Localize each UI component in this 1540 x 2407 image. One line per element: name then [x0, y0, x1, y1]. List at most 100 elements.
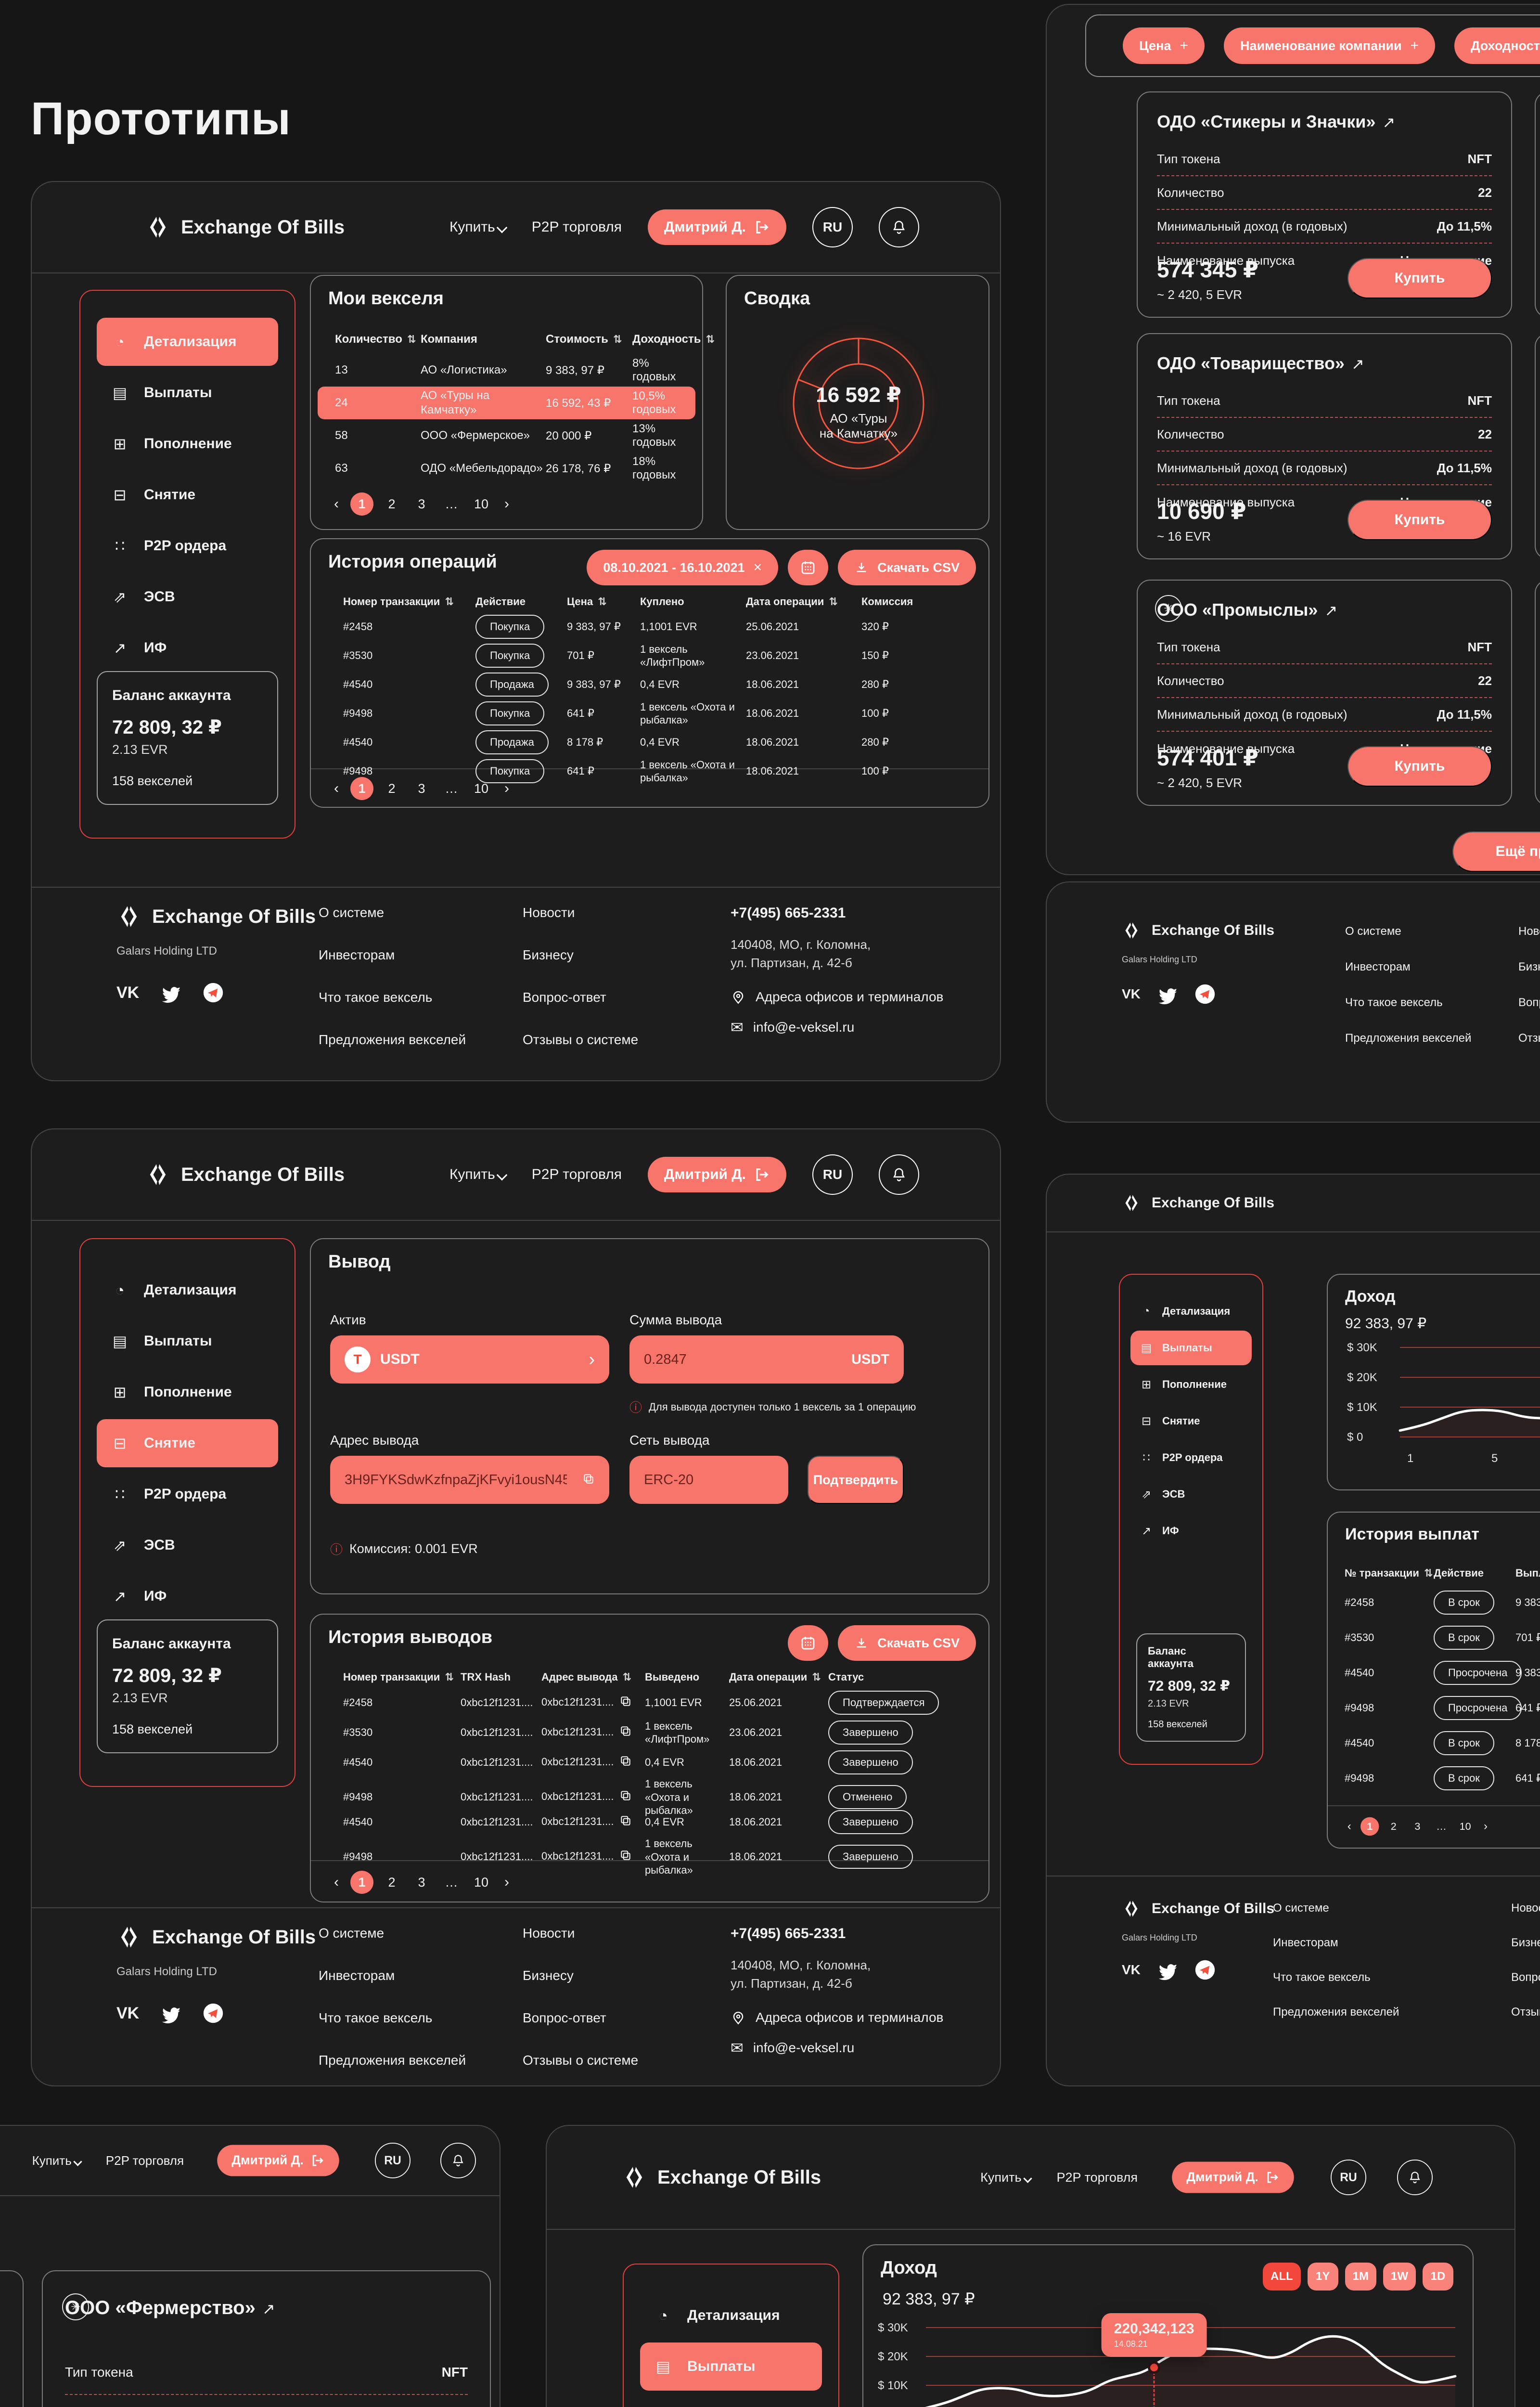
page-number[interactable]: 3: [418, 781, 425, 796]
notifications-button[interactable]: [1397, 2160, 1433, 2195]
page-number[interactable]: 3: [418, 1875, 425, 1889]
date-range-chip[interactable]: 08.10.2021 - 16.10.2021 ×: [587, 550, 779, 585]
footer-link[interactable]: Бизнесу: [1511, 1936, 1540, 1949]
offer-name[interactable]: ООО «Фермерство» ↗: [65, 2297, 275, 2318]
vk-icon[interactable]: VK: [1122, 1962, 1141, 1977]
vk-icon[interactable]: VK: [116, 2004, 140, 2022]
footer-link[interactable]: Что такое вексель: [1345, 996, 1443, 1009]
page-number[interactable]: 2: [388, 496, 396, 511]
twitter-icon[interactable]: [1157, 984, 1178, 1005]
sidebar-item[interactable]: ∷ P2P ордера: [1130, 1440, 1252, 1475]
page-number[interactable]: 1: [350, 1871, 373, 1894]
range-chip[interactable]: 1D: [1423, 2263, 1453, 2291]
page-number[interactable]: 2: [1390, 1820, 1397, 1832]
sidebar-item[interactable]: ⊞Пополнение: [1130, 1367, 1252, 1402]
footer-link[interactable]: Предложения векселей: [319, 2053, 466, 2068]
buy-button[interactable]: Купить: [1348, 500, 1492, 540]
column-header[interactable]: Выплаты⇅: [1515, 1567, 1540, 1579]
copy-icon[interactable]: [619, 1755, 632, 1770]
copy-icon[interactable]: [619, 1695, 632, 1710]
sidebar-item[interactable]: ⊞Пополнение: [97, 420, 278, 468]
page-next[interactable]: ›: [504, 496, 509, 512]
sidebar-item[interactable]: ↗ ИФ: [97, 1572, 278, 1620]
offer-name[interactable]: ОДО «Товарищество» ↗: [1157, 353, 1364, 373]
telegram-icon[interactable]: [203, 982, 224, 1003]
table-row[interactable]: 13 АО «Логистика» 9 383, 97 ₽ 8% годовых: [318, 354, 695, 387]
sidebar-item[interactable]: ∷ P2P ордера: [97, 522, 278, 570]
sidebar-item[interactable]: ⇗ ЭСВ: [97, 1521, 278, 1569]
column-header[interactable]: Адрес вывода ⇅: [541, 1671, 631, 1683]
footer-phone[interactable]: +7(495) 665-2331: [731, 1926, 846, 1941]
data-point-marker[interactable]: [1148, 2361, 1161, 2374]
sidebar-item[interactable]: ◔ Детализация: [1130, 1294, 1252, 1329]
column-header[interactable]: Выведено⇅: [645, 1671, 700, 1683]
copy-icon[interactable]: [619, 1789, 632, 1805]
footer-link[interactable]: Что такое вексель: [1273, 1971, 1371, 1984]
footer-offices[interactable]: Адреса офисов и терминалов: [731, 2010, 943, 2025]
footer-link[interactable]: Новости: [1518, 925, 1540, 938]
column-header[interactable]: Доходность ⇅: [632, 333, 715, 346]
sidebar-item[interactable]: ↗ ИФ: [1130, 1514, 1252, 1548]
column-header[interactable]: TRX Hash⇅: [461, 1671, 511, 1683]
sum-input[interactable]: 0.2847 USDT: [629, 1335, 904, 1384]
page-number[interactable]: 10: [474, 781, 489, 796]
lang-button[interactable]: RU: [375, 2143, 411, 2178]
sidebar-item[interactable]: ▤ Выплаты: [640, 2342, 822, 2391]
table-row[interactable]: 58 ООО «Фермерское» 20 000 ₽ 13% годовых: [318, 419, 695, 452]
copy-icon[interactable]: [619, 1849, 632, 1864]
app-logo[interactable]: Exchange Of Bills: [622, 2165, 821, 2190]
page-prev[interactable]: ‹: [334, 496, 339, 512]
footer-email[interactable]: ✉ info@e-veksel.ru: [731, 1019, 855, 1036]
download-csv-button[interactable]: Скачать CSV: [838, 550, 976, 585]
vk-icon[interactable]: VK: [1122, 986, 1141, 1001]
sidebar-item[interactable]: ▤ Выплаты: [97, 369, 278, 417]
sidebar-item[interactable]: ⊟ Снятие: [97, 1419, 278, 1467]
range-chip[interactable]: 1Y: [1307, 2263, 1338, 2291]
footer-link[interactable]: Что такое вексель: [319, 990, 433, 1005]
network-input[interactable]: ERC-20: [629, 1456, 788, 1504]
lang-button[interactable]: RU: [812, 207, 853, 247]
nav-p2p[interactable]: P2P торговля: [1056, 2170, 1138, 2185]
column-header[interactable]: Комиссия⇅: [861, 595, 913, 608]
page-number[interactable]: 10: [1459, 1820, 1471, 1832]
page-number[interactable]: …: [445, 781, 458, 796]
page-number[interactable]: 2: [388, 781, 396, 796]
footer-link[interactable]: Предложения векселей: [1273, 2006, 1399, 2019]
sidebar-item[interactable]: ▤ Выплаты: [97, 1317, 278, 1365]
range-chip[interactable]: ALL: [1263, 2263, 1301, 2291]
footer-link[interactable]: Новости: [1511, 1902, 1540, 1915]
footer-link[interactable]: Инвесторам: [319, 947, 395, 962]
sidebar-item[interactable]: ⊞Пополнение: [640, 2394, 822, 2407]
page-number[interactable]: 1: [350, 777, 373, 800]
column-header[interactable]: Компания⇅: [421, 333, 477, 346]
footer-link[interactable]: Инвесторам: [319, 1968, 395, 1983]
telegram-icon[interactable]: [1194, 1959, 1216, 1980]
buy-button[interactable]: Купить: [1348, 746, 1492, 787]
column-header[interactable]: Дата операции ⇅: [746, 595, 838, 608]
nav-buy[interactable]: Купить: [980, 2170, 1032, 2185]
user-pill[interactable]: Дмитрий Д.: [1172, 2161, 1294, 2193]
sidebar-item[interactable]: ◔ Детализация: [640, 2291, 822, 2340]
sidebar-item[interactable]: ⊟ Снятие: [97, 471, 278, 519]
column-header[interactable]: Цена ⇅: [567, 595, 607, 608]
page-number[interactable]: …: [445, 496, 458, 511]
vk-icon[interactable]: VK: [116, 983, 140, 1002]
sidebar-item[interactable]: ◔ Детализация: [97, 318, 278, 366]
footer-link[interactable]: Отзывы о системе: [523, 2053, 639, 2068]
user-pill[interactable]: Дмитрий Д.: [648, 209, 786, 245]
twitter-icon[interactable]: [160, 2003, 181, 2024]
filter-chip[interactable]: Наименование компании +: [1223, 27, 1436, 64]
app-logo[interactable]: Exchange Of Bills: [145, 215, 345, 240]
filter-chip[interactable]: Доходность векселя+: [1454, 27, 1540, 64]
footer-logo[interactable]: Exchange Of Bills: [1122, 921, 1274, 940]
app-logo[interactable]: Exchange Of Bills: [145, 1162, 345, 1187]
column-header[interactable]: Номер транзакции ⇅: [343, 595, 454, 608]
page-number[interactable]: …: [445, 1875, 458, 1889]
nav-buy[interactable]: Купить: [449, 1166, 508, 1183]
lang-button[interactable]: RU: [812, 1154, 853, 1195]
footer-link[interactable]: О системе: [1345, 925, 1401, 938]
column-header[interactable]: № транзакции ⇅: [1345, 1567, 1433, 1579]
sidebar-item[interactable]: ⊟ Снятие: [1130, 1404, 1252, 1438]
sidebar-item[interactable]: ∷ P2P ордера: [97, 1470, 278, 1518]
footer-link[interactable]: Что такое вексель: [319, 2010, 433, 2025]
